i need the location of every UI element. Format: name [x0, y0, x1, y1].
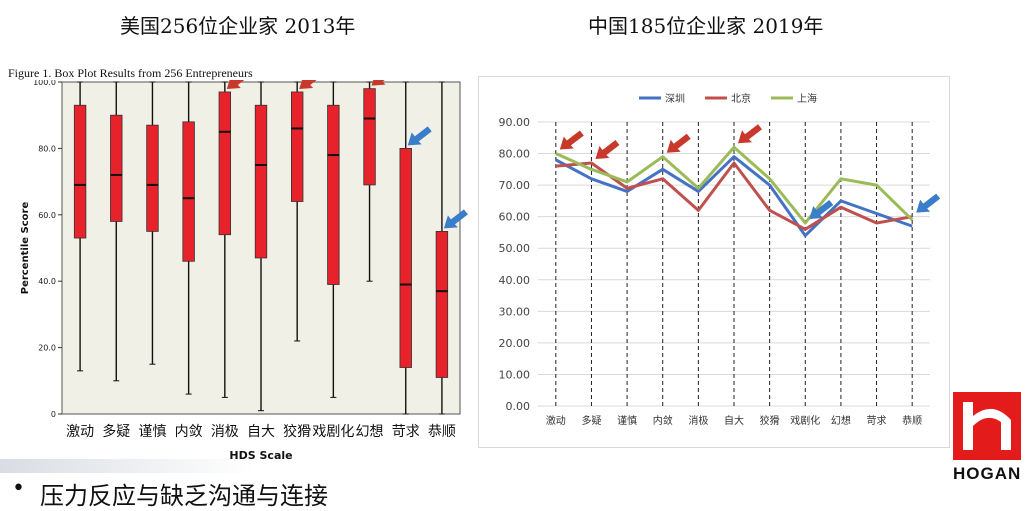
x-tick-label: 谨慎: [617, 414, 637, 427]
box: [182, 121, 195, 262]
annotation-arrow: [407, 126, 432, 146]
series-line: [555, 161, 913, 231]
y-tick-label: 80.0: [38, 144, 56, 153]
annotation-arrow: [226, 80, 245, 89]
box: [73, 104, 87, 239]
y-tick-label: 60.0: [38, 211, 56, 220]
y-tick-label: 100.0: [33, 80, 56, 87]
y-tick-label: 10.00: [499, 368, 531, 381]
bullet-dot: •: [12, 476, 25, 501]
x-tick-label: 多疑: [102, 423, 130, 440]
y-tick-label: 50.00: [499, 242, 531, 255]
annotation-arrow: [371, 80, 386, 86]
x-tick-label: 戏剧化: [790, 414, 820, 427]
bullet-text: 压力反应与缺乏沟通与连接: [40, 482, 328, 510]
annotation-arrow: [809, 199, 834, 219]
y-tick-label: 20.0: [38, 344, 56, 353]
line-chart: 0.00 10.00 20.00 30.00 40.00 50.00 60.00 70.00 8…: [499, 92, 941, 427]
legend-label: 北京: [731, 92, 751, 105]
annotation-arrow: [738, 124, 762, 144]
figure-caption: Figure 1. Box Plot Results from 256 Entr…: [8, 66, 253, 80]
x-tick-label: 狡猾: [760, 414, 780, 427]
x-tick-label: 激动: [546, 414, 566, 427]
x-tick-label: 恭顺: [902, 415, 922, 427]
x-tick-label: 内敛: [653, 414, 673, 427]
x-tick-label: 恭顺: [428, 424, 456, 440]
box: [146, 124, 159, 232]
left-title: 美国256位企业家 2013年: [120, 14, 356, 38]
y-tick-label: 30.00: [499, 305, 531, 318]
box-plot-chart: 0 20.0 40.0 60.0 80.0 100.0 激动 多疑 谨慎 内敛 消极 自大 狡猾 戏剧化幻…: [20, 80, 468, 462]
x-tick-label: 自大: [247, 424, 275, 440]
slide-divider: [0, 459, 255, 473]
y-tick-label: 0.00: [506, 400, 531, 413]
x-tick-label: 内敛: [175, 424, 203, 440]
annotation-arrow: [595, 140, 620, 160]
legend-label: 上海: [797, 92, 817, 105]
x-axis-label: HDS Scale: [229, 449, 292, 462]
annotation-arrow: [443, 209, 468, 229]
box: [363, 88, 376, 186]
x-tick-label: 幻想: [831, 414, 851, 427]
x-tick-label: 谨慎: [138, 424, 166, 440]
x-tick-label: 激动: [66, 423, 94, 440]
series-line: [555, 145, 914, 225]
series-line: [555, 155, 913, 238]
y-tick-label: 70.00: [499, 179, 531, 192]
box: [399, 148, 412, 368]
y-tick-label: 20.00: [499, 337, 531, 350]
y-tick-label: 40.00: [499, 274, 531, 287]
x-tick-label: 自大: [724, 414, 744, 427]
box: [110, 114, 123, 222]
x-tick-label: 戏剧化: [312, 424, 354, 440]
box: [290, 91, 304, 202]
annotation-arrow: [299, 80, 317, 89]
x-tick-label: 苛求: [867, 414, 887, 427]
legend-label: 深圳: [665, 93, 685, 105]
y-tick-label: 0: [51, 410, 56, 419]
box: [254, 104, 268, 259]
x-tick-label: 幻想: [356, 424, 384, 440]
x-tick-label: 消极: [688, 414, 708, 427]
right-title: 中国185位企业家 2019年: [588, 14, 824, 38]
annotation-arrow: [916, 193, 941, 213]
box: [435, 230, 449, 378]
y-tick-label: 40.0: [38, 277, 56, 286]
annotation-arrow: [666, 133, 691, 153]
y-axis-label: Percentile Score: [20, 202, 31, 295]
hogan-logo: [953, 392, 1021, 460]
box: [327, 104, 340, 285]
x-tick-label: 苛求: [392, 423, 420, 440]
y-tick-label: 80.00: [499, 148, 531, 161]
x-tick-label: 消极: [211, 424, 239, 440]
logo-text: HOGAN: [953, 464, 1022, 483]
line-chart-panel: [478, 76, 950, 448]
y-tick-label: 90.00: [499, 116, 531, 129]
x-tick-label: 多疑: [581, 414, 601, 427]
annotation-arrow: [559, 130, 584, 150]
box: [218, 91, 232, 236]
x-tick-label: 狡猾: [283, 424, 311, 440]
y-tick-label: 60.00: [499, 211, 531, 224]
